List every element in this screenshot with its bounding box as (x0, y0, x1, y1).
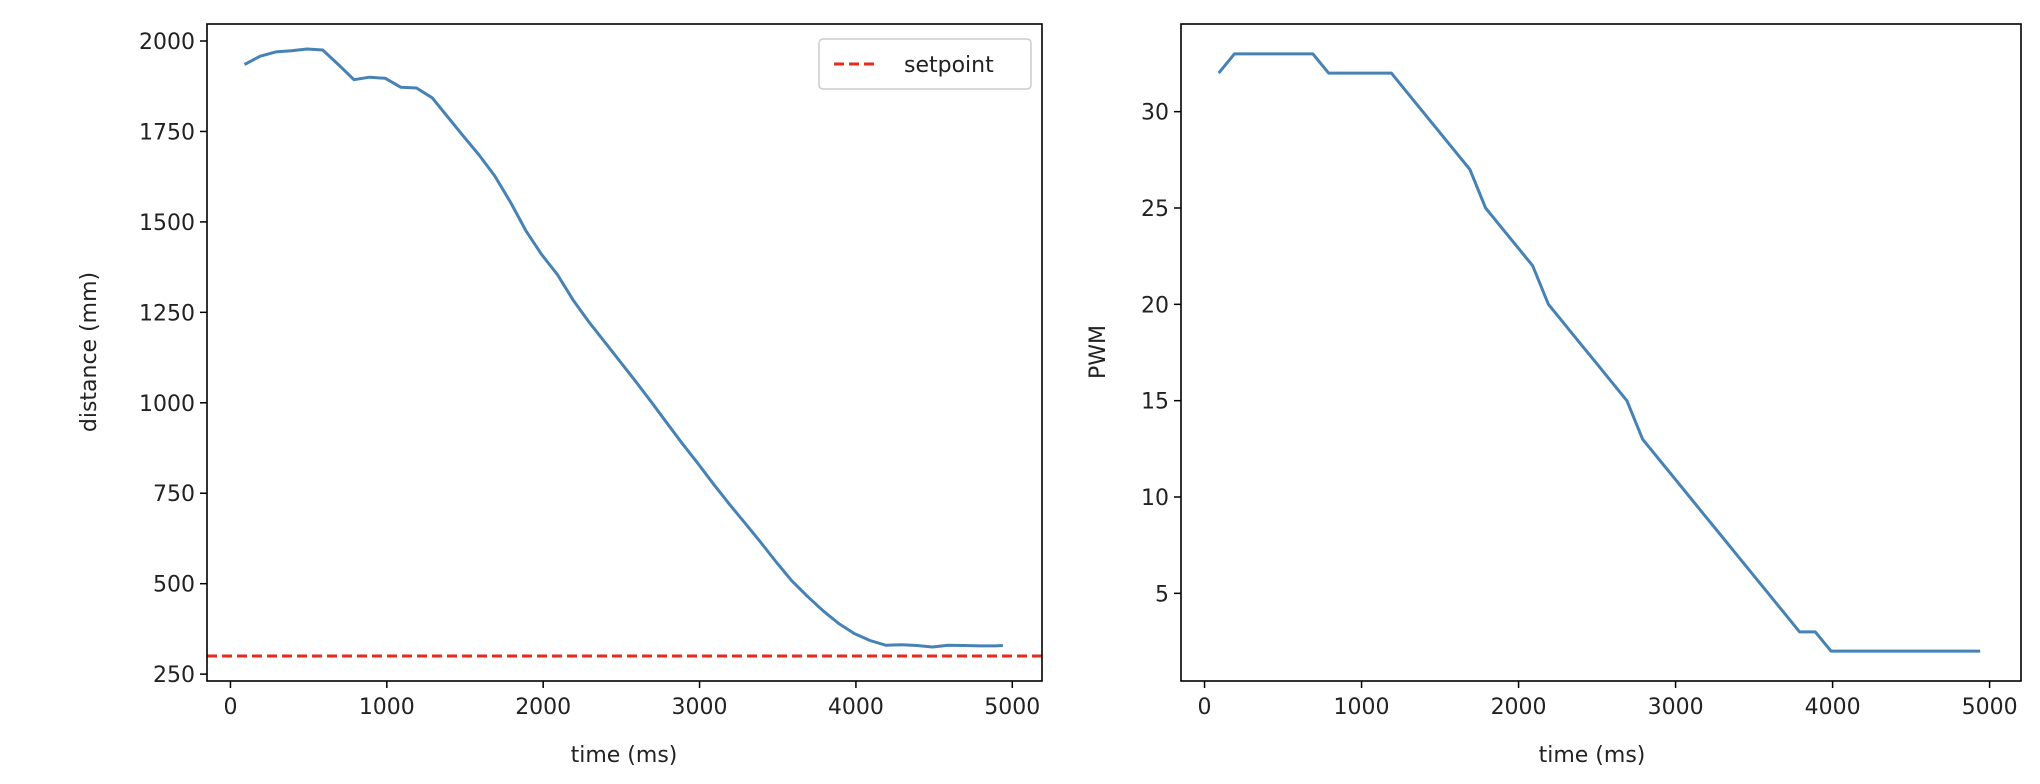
x-tick-label: 5000 (1962, 695, 2018, 720)
distance-axes: time (ms) distance (mm) 0 1000 2000 3000 400… (77, 23, 1043, 768)
x-tick-label: 0 (1198, 695, 1212, 720)
y-tick-label: 2000 (139, 30, 195, 55)
x-tick-label: 3000 (1648, 695, 1704, 720)
y-tick-label: 500 (153, 573, 195, 598)
y-tick-label: 30 (1141, 101, 1169, 126)
y-tick-label: 1000 (139, 392, 195, 417)
y-tick-label: 1250 (139, 301, 195, 326)
x-tick-label: 0 (223, 695, 237, 720)
x-tick-label: 1000 (359, 695, 415, 720)
PWM-series-line (1217, 52, 1981, 653)
legend: setpoint (818, 38, 1032, 90)
y-axis-label: PWM (1086, 325, 1111, 379)
x-tick-label: 2000 (515, 695, 571, 720)
distance-series-line (243, 47, 1003, 649)
y-tick-label: 5 (1155, 582, 1169, 607)
x-tick-label: 4000 (828, 695, 884, 720)
y-tick-label: 750 (153, 482, 195, 507)
axes-frame (1180, 23, 2022, 682)
y-tick-label: 25 (1141, 197, 1169, 222)
x-tick-label: 1000 (1334, 695, 1390, 720)
y-tick-label: 250 (153, 663, 195, 688)
y-tick-label: 20 (1141, 293, 1169, 318)
y-tick-label: 1500 (139, 211, 195, 236)
legend-box (818, 38, 1032, 90)
x-tick-label: 5000 (984, 695, 1040, 720)
legend-setpoint-label: setpoint (904, 53, 994, 78)
pwm-axes: time (ms) PWM 0 1000 2000 3000 4000 5000 5 10 15… (1086, 23, 2022, 768)
x-axis-label: time (ms) (571, 743, 678, 768)
y-tick-label: 1750 (139, 120, 195, 145)
x-axis-label: time (ms) (1539, 743, 1646, 768)
axes-frame (206, 23, 1043, 682)
x-tick-label: 3000 (672, 695, 728, 720)
x-tick-label: 4000 (1805, 695, 1861, 720)
y-axis-label: distance (mm) (77, 272, 102, 432)
x-tick-label: 2000 (1491, 695, 1547, 720)
y-tick-label: 15 (1141, 390, 1169, 415)
y-tick-label: 10 (1141, 486, 1169, 511)
